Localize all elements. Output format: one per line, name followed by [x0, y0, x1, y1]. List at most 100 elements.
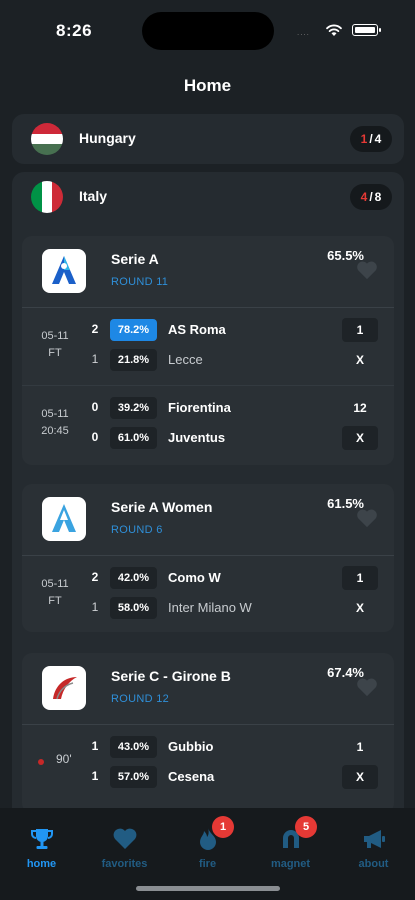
match-row[interactable]: 05-11 20:45 0 39.2% Fiorentina 12 0 61.0…	[22, 386, 394, 464]
total-count: 4	[374, 132, 382, 146]
away-score: 1	[91, 600, 99, 614]
away-team-name: Juventus	[168, 430, 226, 445]
home-score: 0	[91, 400, 99, 414]
home-win-probability: 42.0%	[110, 567, 157, 589]
match-row[interactable]: 90' 1 43.0% Gubbio 1 1 57.0% Cesena X	[22, 725, 394, 803]
wifi-icon	[326, 24, 342, 36]
tab-bar: home favorites 1 fire 5 magnet about	[0, 808, 415, 900]
favorite-heart-icon[interactable]	[356, 508, 378, 528]
fire-icon	[200, 828, 216, 850]
home-team-name: AS Roma	[168, 322, 226, 337]
home-score: 2	[91, 322, 99, 336]
league-header[interactable]: Serie A Women ROUND 6 61.5%	[22, 484, 394, 556]
battery-icon	[352, 24, 381, 36]
tip-1: 1	[342, 318, 378, 342]
tab-magnet[interactable]: 5 magnet	[249, 808, 332, 878]
tab-label: favorites	[101, 858, 148, 870]
serie-c-logo	[42, 666, 86, 710]
home-team-name: Fiorentina	[168, 400, 231, 415]
home-indicator[interactable]	[136, 886, 280, 891]
league-percentage: 65.5%	[327, 248, 364, 263]
status-bar: 8:26 ....	[0, 0, 415, 60]
home-score: 2	[91, 570, 99, 584]
league-name: Serie C - Girone B	[111, 668, 231, 684]
away-win-probability: 61.0%	[110, 427, 157, 449]
away-team-name: Cesena	[168, 769, 215, 784]
league-card-serie-c-girone-b: Serie C - Girone B ROUND 12 67.4% 90' 1 …	[22, 653, 394, 813]
serie-a-logo	[42, 249, 86, 293]
home-score: 1	[91, 739, 99, 753]
league-card-serie-a: Serie A ROUND 11 65.5% 05-11 FT 2 78.2% …	[22, 236, 394, 465]
country-card-hungary[interactable]: Hungary 1 / 4	[12, 114, 404, 164]
match-row[interactable]: 05-11 FT 2 78.2% AS Roma 1 1 21.8% Lecce…	[22, 308, 394, 386]
away-win-probability: 58.0%	[110, 597, 157, 619]
favorite-heart-icon[interactable]	[356, 677, 378, 697]
away-win-probability: 57.0%	[110, 766, 157, 788]
tab-about[interactable]: about	[332, 808, 415, 878]
away-score: 1	[91, 769, 99, 783]
tip-2: X	[355, 353, 364, 367]
tip-1: 1	[356, 740, 364, 754]
home-team-line: 0 39.2% Fiorentina 12	[88, 396, 378, 420]
home-win-probability: 78.2%	[110, 319, 157, 341]
italy-flag-icon	[31, 181, 63, 213]
live-indicator-icon	[38, 759, 44, 765]
match-status: FT	[48, 595, 62, 607]
cellular-signal-icon: ....	[297, 28, 310, 37]
match-status: FT	[48, 347, 62, 359]
match-date: 05-11 FT	[22, 328, 88, 362]
match-date-day: 05-11	[41, 330, 69, 342]
favorite-heart-icon[interactable]	[356, 260, 378, 280]
magnet-icon	[283, 830, 299, 848]
live-count: 1	[360, 132, 368, 146]
home-win-probability: 43.0%	[110, 736, 157, 758]
away-score: 1	[91, 352, 99, 366]
away-team-line: 1 21.8% Lecce X	[88, 348, 378, 372]
tip-2: X	[342, 426, 378, 450]
league-percentage: 61.5%	[327, 496, 364, 511]
tab-label: fire	[198, 858, 217, 870]
tab-favorites[interactable]: favorites	[83, 808, 166, 878]
match-count-badge: 4 / 8	[350, 184, 392, 210]
away-team-line: 1 57.0% Cesena X	[88, 765, 378, 789]
magnet-badge: 5	[295, 816, 317, 838]
megaphone-icon	[364, 830, 385, 848]
away-team-name: Lecce	[168, 352, 203, 367]
fire-badge: 1	[212, 816, 234, 838]
away-team-name: Inter Milano W	[168, 600, 252, 615]
tab-home[interactable]: home	[0, 808, 83, 878]
league-round: ROUND 11	[111, 276, 169, 288]
home-team-line: 2 42.0% Como W 1	[88, 566, 378, 590]
country-row[interactable]: Hungary 1 / 4	[12, 114, 404, 164]
home-team-line: 1 43.0% Gubbio 1	[88, 735, 378, 759]
count-separator: /	[369, 132, 373, 146]
away-team-line: 1 58.0% Inter Milano W X	[88, 596, 378, 620]
away-win-probability: 21.8%	[110, 349, 157, 371]
league-name: Serie A Women	[111, 499, 213, 515]
league-card-serie-a-women: Serie A Women ROUND 6 61.5% 05-11 FT 2 4…	[22, 484, 394, 632]
league-header[interactable]: Serie A ROUND 11 65.5%	[22, 236, 394, 308]
away-score: 0	[91, 430, 99, 444]
match-date-day: 05-11	[41, 408, 69, 420]
league-round: ROUND 12	[111, 693, 170, 705]
match-row[interactable]: 05-11 FT 2 42.0% Como W 1 1 58.0% Inter …	[22, 556, 394, 634]
league-header[interactable]: Serie C - Girone B ROUND 12 67.4%	[22, 653, 394, 725]
dynamic-island	[142, 12, 274, 50]
total-count: 8	[374, 190, 382, 204]
league-name: Serie A	[111, 251, 159, 267]
league-percentage: 67.4%	[327, 665, 364, 680]
home-team-name: Como W	[168, 570, 221, 585]
tip-2: X	[342, 765, 378, 789]
country-name: Italy	[79, 188, 108, 204]
trophy-icon	[31, 829, 53, 849]
away-team-line: 0 61.0% Juventus X	[88, 426, 378, 450]
match-date-day: 05-11	[41, 578, 69, 590]
home-team-name: Gubbio	[168, 739, 214, 754]
match-count-badge: 1 / 4	[350, 126, 392, 152]
tab-fire[interactable]: 1 fire	[166, 808, 249, 878]
country-row[interactable]: Italy 4 / 8	[12, 172, 404, 222]
match-status: 20:45	[41, 425, 69, 437]
status-time: 8:26	[56, 21, 93, 40]
page-title: Home	[183, 76, 232, 95]
tab-label: magnet	[270, 858, 311, 870]
